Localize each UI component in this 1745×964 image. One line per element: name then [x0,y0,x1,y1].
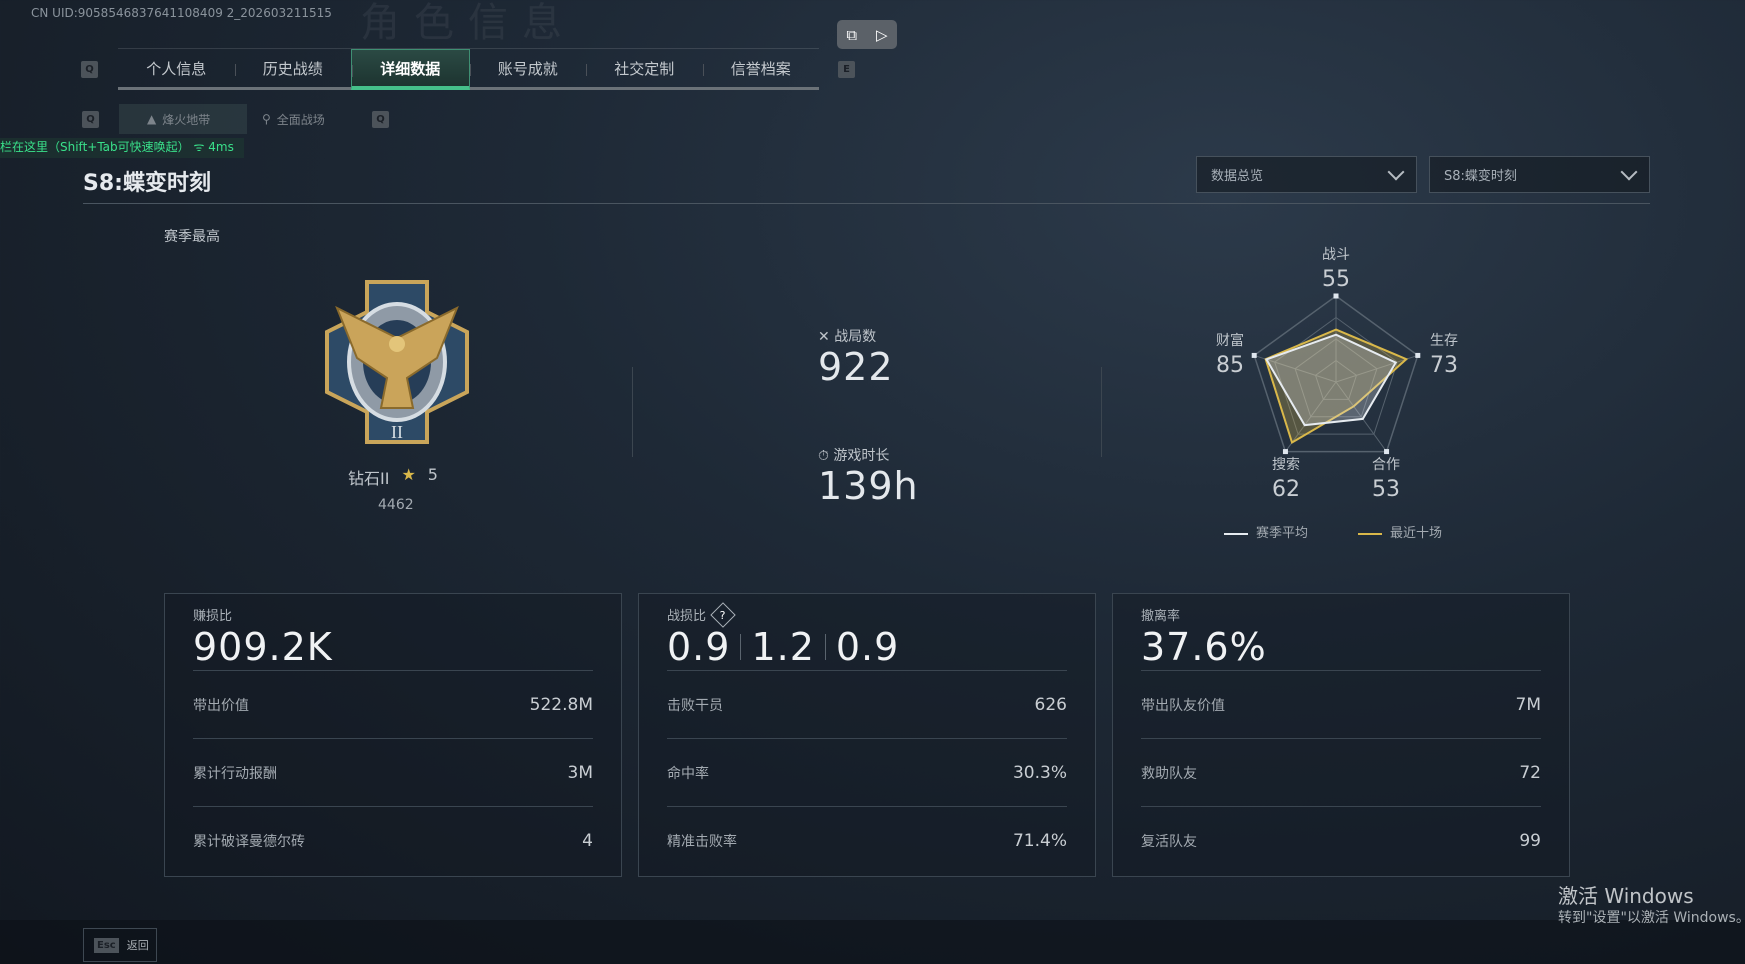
profit-ratio-panel: 赚损比 909.2K 带出价值 522.8M 累计行动报酬 3M 累计破译曼德尔砖 4 [164,593,622,877]
table-row: 命中率 30.3% [667,738,1067,806]
subtab-full-battlefield[interactable]: ⚲ 全面战场 [262,112,325,127]
stopwatch-icon: ⏱ [818,448,829,464]
mountain-icon: ▲ [147,112,157,126]
next-tab-key[interactable]: E [838,61,855,78]
tab-personal-info[interactable]: 个人信息 [146,59,207,78]
radar-grid [1274,316,1398,435]
data-type-dropdown[interactable]: 数据总览 [1196,156,1417,193]
radar-grid [1253,295,1419,453]
table-row: 带出价值 522.8M [193,670,593,738]
season-dropdown[interactable]: S8:蝶变时刻 [1429,156,1650,193]
radar-spoke [1335,381,1387,452]
capture-toolbar: ⧉ ▷ [837,20,897,49]
rank-badge-icon: II [325,280,469,444]
panel-label: 赚损比 [193,609,233,624]
table-row: 复活队友 99 [1141,806,1541,874]
radar-vertex [1415,352,1421,358]
divider [632,367,633,457]
radar-series-season-average [1265,333,1398,427]
tab-achievements[interactable]: 账号成就 [469,49,587,87]
kd-value-2: 1.2 [751,625,815,669]
radar-axis-label: 财富 [1216,332,1244,349]
screenshot-icon[interactable]: ⧉ [846,25,858,44]
overlay-hint: 栏在这里（Shift+Tab可快速唤起） ᯤ 4ms [0,138,244,158]
season-best-label: 赛季最高 [164,229,220,245]
main-tabs: 个人信息 历史战绩 详细数据 账号成就 社交定制 信誉档案 [118,48,819,90]
chevron-down-icon [1620,163,1638,180]
battlefield-icon: ⚲ [262,112,271,126]
kd-ratio-panel: 战损比? 0.9 1.2 0.9 击败干员 626 命中率 30.3% 精准击败率 71.… [638,593,1096,877]
radar-spoke [1285,381,1337,452]
radar-axis-label: 合作 [1372,457,1400,473]
subtab-warzone-hazard[interactable]: ▲ 烽火地带 [119,104,247,134]
radar-axis-label: 搜索 [1272,456,1300,473]
radar-vertex [1384,449,1390,455]
radar-axis-value: 62 [1272,477,1300,502]
table-row: 累计行动报酬 3M [193,738,593,806]
kd-value-3: 0.9 [835,625,900,669]
legend-recent-ten: 最近十场 [1358,522,1442,541]
tab-social[interactable]: 社交定制 [586,49,703,87]
radar-series-recent-ten [1264,328,1409,445]
tab-credit[interactable]: 信誉档案 [702,49,820,87]
badge-numeral: II [391,422,403,442]
rank-score: 4462 [378,497,414,513]
chevron-down-icon [1387,163,1405,180]
radar-axis-value: 73 [1430,353,1458,378]
windows-watermark: 激活 Windows [1558,884,1694,908]
rank-stars: 5 [427,465,438,484]
radar-axis-value: 53 [1372,477,1400,502]
playtime-value: 139h [818,464,919,508]
table-row: 带出队友价值 7M [1141,670,1541,738]
star-icon: ★ [401,465,416,484]
playtime-label: ⏱ 游戏时长 [818,448,890,464]
radar-axis-label: 战斗 [1322,247,1350,263]
uid-text: CN UID:9058546837641108409 2_20260321151… [31,6,332,20]
sub-next-key[interactable]: Q [372,110,389,128]
tab-detailed-data[interactable]: 详细数据 [351,49,470,90]
bottom-bar [0,920,1745,964]
season-title: S8:蝶变时刻 [83,171,211,196]
background-title: 角色信息 [360,0,576,46]
profit-ratio-value: 909.2K [193,625,333,669]
radar-chart: 战斗 55 生存 73 合作 53 搜索 62 财富 85 [1216,247,1458,502]
table-row: 击败干员 626 [667,670,1067,738]
panel-label: 战损比 [667,609,707,624]
table-row: 救助队友 72 [1141,738,1541,806]
legend-season-average: 赛季平均 [1224,522,1308,541]
tab-history[interactable]: 历史战绩 [234,49,352,87]
matches-value: 922 [818,345,894,389]
windows-watermark-sub: 转到"设置"以激活 Windows。 [1558,910,1745,926]
radar-axis-label: 生存 [1430,333,1458,349]
matches-label: ✕ 战局数 [818,329,877,345]
divider [1101,367,1102,457]
crossed-swords-icon: ✕ [818,329,830,345]
radar-legend: 赛季平均 最近十场 [1224,522,1442,541]
radar-vertex [1282,449,1288,455]
radar-axis-value: 55 [1322,267,1350,292]
panel-label: 撤离率 [1141,609,1181,624]
wifi-icon: ᯤ [193,140,205,154]
radar-vertex [1333,293,1339,299]
extraction-rate-value: 37.6% [1141,625,1267,669]
rank-info: 钻石II ★ 5 [348,465,438,489]
radar-axis-value: 85 [1216,353,1244,378]
back-button[interactable]: Esc 返回 [83,928,157,962]
prev-tab-key[interactable]: Q [81,61,98,78]
kd-value-1: 0.9 [667,625,731,669]
record-icon[interactable]: ▷ [876,25,888,44]
sub-prev-key[interactable]: Q [82,110,99,128]
title-divider [83,203,1650,204]
radar-grid [1314,359,1358,400]
rank-name: 钻石II [348,469,390,488]
table-row: 累计破译曼德尔砖 4 [193,806,593,874]
radar-vertex [1251,352,1257,358]
table-row: 精准击败率 71.4% [667,806,1067,874]
extraction-rate-panel: 撤离率 37.6% 带出队友价值 7M 救助队友 72 复活队友 99 [1112,593,1570,877]
